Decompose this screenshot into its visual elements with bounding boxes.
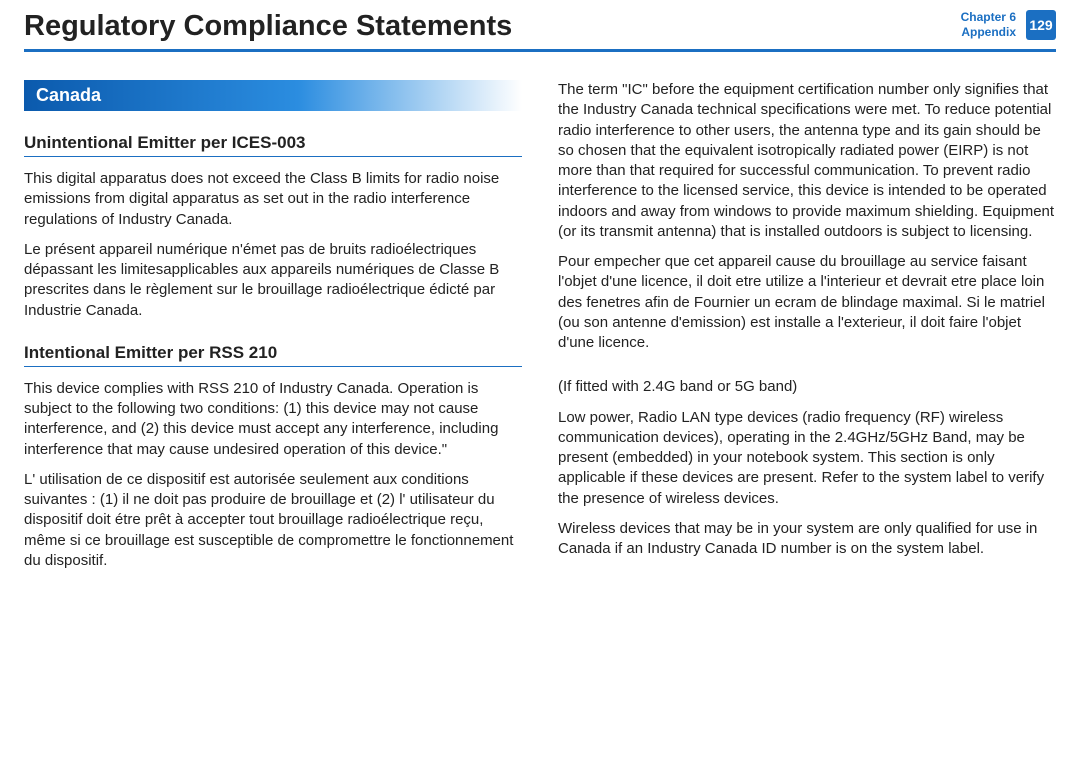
body-text: This digital apparatus does not exceed t…: [24, 169, 522, 230]
page-header: Regulatory Compliance Statements Chapter…: [24, 10, 1056, 52]
header-right: Chapter 6 Appendix 129: [961, 10, 1056, 40]
spacer: [558, 363, 1056, 377]
body-text: Low power, Radio LAN type devices (radio…: [558, 408, 1056, 509]
body-text: Pour empecher que cet appareil cause du …: [558, 252, 1056, 353]
body-text: The term "IC" before the equipment certi…: [558, 80, 1056, 242]
page-container: Regulatory Compliance Statements Chapter…: [0, 0, 1080, 605]
content-columns: Canada Unintentional Emitter per ICES-00…: [24, 80, 1056, 581]
body-text: This device complies with RSS 210 of Ind…: [24, 379, 522, 460]
right-column: The term "IC" before the equipment certi…: [558, 80, 1056, 581]
left-column: Canada Unintentional Emitter per ICES-00…: [24, 80, 522, 581]
subheading-ices003: Unintentional Emitter per ICES-003: [24, 133, 522, 157]
body-text: Wireless devices that may be in your sys…: [558, 519, 1056, 560]
chapter-line2: Appendix: [961, 25, 1016, 40]
page-title: Regulatory Compliance Statements: [24, 10, 512, 43]
page-number-badge: 129: [1026, 10, 1056, 40]
body-text: Le présent appareil numérique n'émet pas…: [24, 240, 522, 321]
body-text: L' utilisation de ce dispositif est auto…: [24, 470, 522, 571]
region-heading-canada: Canada: [24, 80, 522, 111]
body-text: (If fitted with 2.4G band or 5G band): [558, 377, 1056, 397]
subheading-rss210: Intentional Emitter per RSS 210: [24, 343, 522, 367]
chapter-line1: Chapter 6: [961, 10, 1016, 25]
chapter-label: Chapter 6 Appendix: [961, 10, 1016, 40]
